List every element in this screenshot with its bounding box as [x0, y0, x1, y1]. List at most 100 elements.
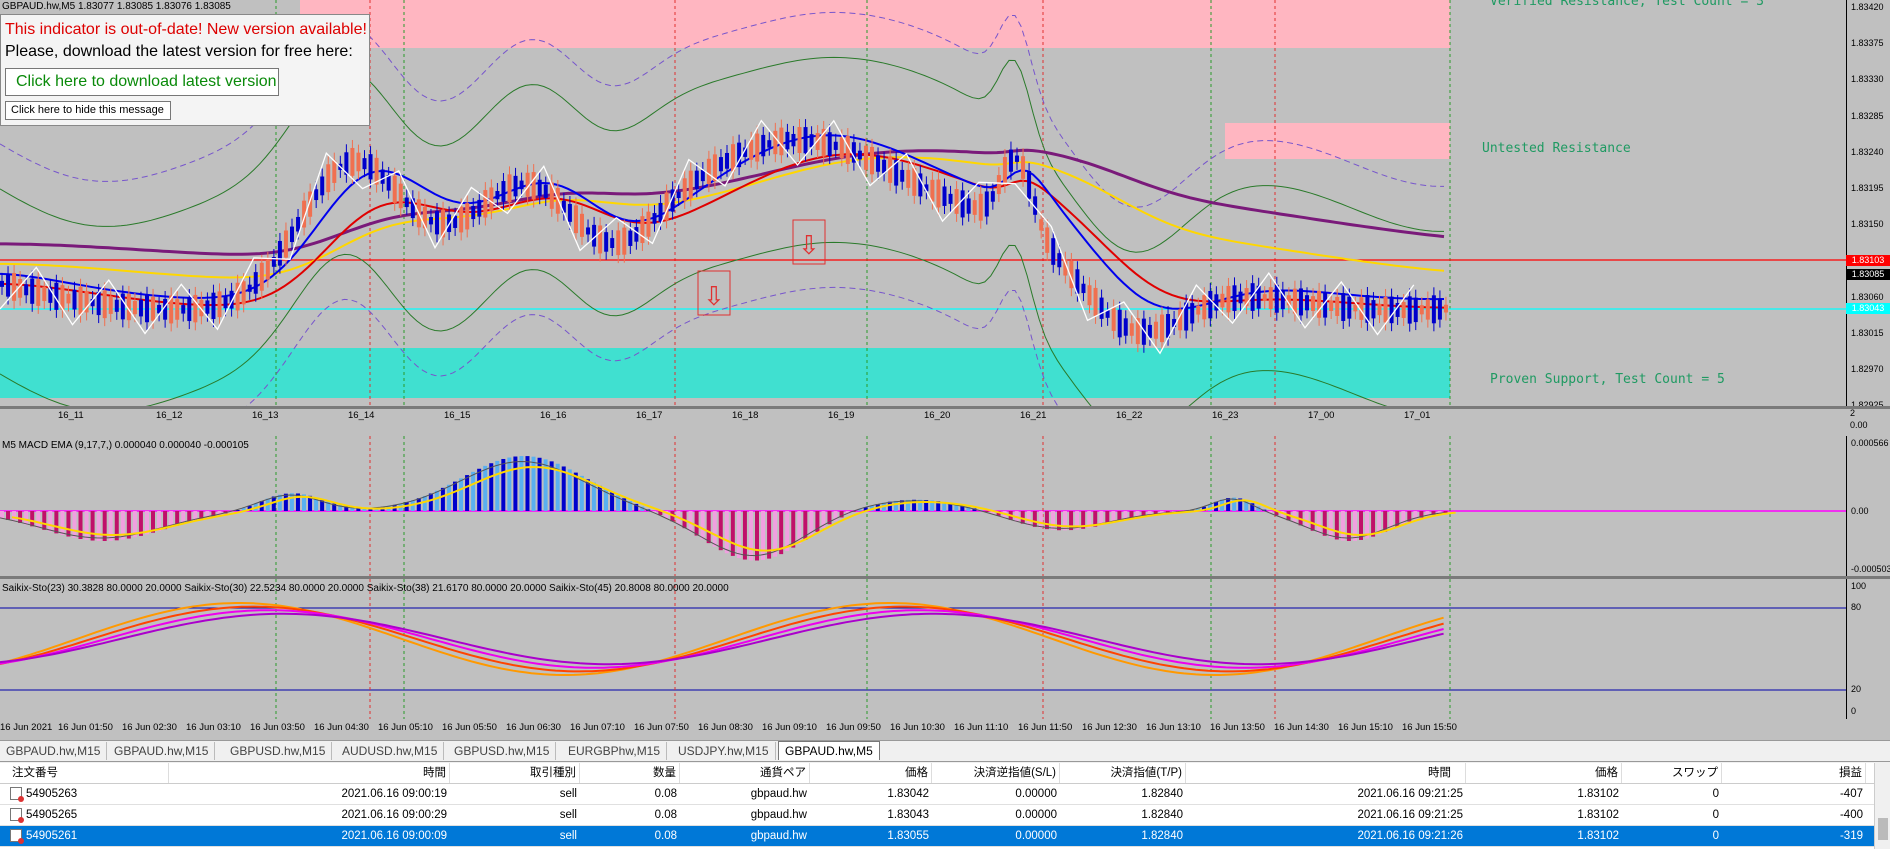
col-symbol[interactable]: 通貨ペア: [680, 763, 810, 783]
candle-body: [906, 169, 911, 188]
candle-body: [930, 179, 935, 202]
col-ticket[interactable]: 注文番号: [0, 763, 169, 783]
col-open-time[interactable]: 時間: [168, 763, 450, 783]
order-row[interactable]: 54905265 2021.06.16 09:00:29 sell 0.08 gbpau…: [0, 805, 1874, 826]
tab-chart-3[interactable]: GBPUSD.hw,M15: [224, 742, 333, 760]
cell-current-price: 1.83102: [1577, 830, 1619, 842]
macd-histogram-bar: [78, 511, 83, 539]
candle-body: [882, 159, 887, 174]
macd-histogram-bar: [525, 456, 530, 511]
candle-body: [36, 279, 41, 306]
cell-type: sell: [559, 809, 577, 821]
macd-histogram-bar: [30, 511, 35, 527]
macd-histogram-bar: [362, 507, 367, 511]
order-ticket-icon: [10, 808, 24, 824]
chart-window[interactable]: ⇩ ⇩ 1.83420 1.83375 1.83330 1.83285 1.83240 1.…: [0, 0, 1890, 740]
macd-line: [0, 460, 1444, 557]
download-button[interactable]: Click here to download latest version: [5, 68, 279, 96]
candle-body: [314, 189, 319, 201]
candle-body: [894, 159, 899, 186]
macd-histogram-bar: [1123, 511, 1128, 520]
time-axis-label: 16 Jun 03:10: [186, 722, 241, 733]
pane-separator[interactable]: [0, 406, 1890, 409]
orders-scroll-thumb[interactable]: [1878, 818, 1888, 840]
col-price[interactable]: 価格: [810, 763, 932, 783]
stoch-label: Saikix-Sto(23) 30.3828 80.0000 20.0000 S…: [2, 583, 729, 594]
tab-chart-1[interactable]: GBPAUD.hw,M15: [0, 742, 108, 760]
order-row[interactable]: 54905263 2021.06.16 09:00:19 sell 0.08 gbpau…: [0, 784, 1874, 805]
candle-body: [1298, 288, 1303, 316]
candle-body: [96, 291, 101, 316]
price-pane[interactable]: ⇩ ⇩: [0, 0, 1846, 406]
candle-body: [990, 191, 995, 202]
session-axis-label: 16_23: [1212, 410, 1239, 421]
orders-scrollbar[interactable]: [1874, 763, 1890, 849]
session-axis-label: 16_20: [924, 410, 951, 421]
cell-close-time: 2021.06.16 09:21:26: [1357, 830, 1463, 842]
col-tp[interactable]: 決済指値(T/P): [1060, 763, 1186, 783]
candle-body: [1039, 219, 1044, 231]
time-axis-label: 16 Jun 04:30: [314, 722, 369, 733]
col-swap[interactable]: スワップ: [1622, 763, 1722, 783]
col-close-time[interactable]: 時間: [1186, 763, 1466, 783]
tab-chart-active[interactable]: GBPAUD.hw,M5: [778, 741, 880, 760]
candle-body: [277, 240, 282, 266]
candle-body: [410, 198, 415, 219]
col-type[interactable]: 取引種別: [450, 763, 580, 783]
col-sl[interactable]: 決済逆指値(S/L): [932, 763, 1060, 783]
candle-body: [326, 164, 331, 193]
macd-histogram-bar: [1425, 511, 1430, 517]
candle-body: [845, 136, 850, 165]
candle-body: [984, 191, 989, 217]
candle-body: [725, 152, 729, 169]
session-axis-label: 16_19: [828, 410, 855, 421]
candle-body: [900, 169, 905, 182]
candle-body: [592, 224, 597, 247]
macd-histogram-bar: [459, 478, 464, 511]
candle-body: [157, 304, 162, 314]
candle-body: [1051, 238, 1056, 265]
macd-histogram-bar: [241, 507, 246, 511]
tab-chart-6[interactable]: EURGBPhw,M15: [562, 742, 668, 760]
candle-body: [151, 296, 156, 321]
candle-body: [1311, 296, 1316, 311]
candle-body: [489, 187, 494, 212]
stoch-pane[interactable]: [0, 579, 1846, 719]
time-axis-label: 16 Jun 07:50: [634, 722, 689, 733]
tab-chart-4[interactable]: AUDUSD.hw,M15: [336, 742, 445, 760]
col-current-price[interactable]: 価格: [1466, 763, 1622, 783]
candle-body: [821, 128, 826, 157]
candle-body: [223, 296, 228, 309]
cell-close-time: 2021.06.16 09:21:25: [1357, 788, 1463, 800]
macd-histogram-bar: [163, 511, 168, 530]
macd-histogram-bar: [314, 497, 319, 511]
candle-body: [773, 130, 778, 155]
macd-histogram-bar: [120, 511, 125, 540]
tab-chart-5[interactable]: GBPUSD.hw,M15: [448, 742, 557, 760]
tab-chart-2[interactable]: GBPAUD.hw,M15: [108, 742, 216, 760]
macd-histogram-bar: [157, 511, 162, 531]
hide-message-button[interactable]: Click here to hide this message: [5, 101, 171, 120]
candle-body: [1437, 298, 1442, 320]
macd-histogram-bar: [785, 511, 790, 552]
macd-histogram-bar: [634, 503, 639, 511]
macd-scale: 0.000566 0.00 -0.000503: [1846, 436, 1890, 576]
macd-histogram-bar: [271, 496, 276, 511]
tab-chart-7[interactable]: USDJPY.hw,M15: [672, 742, 776, 760]
candle-body: [120, 293, 125, 320]
macd-histogram-bar: [1099, 511, 1104, 526]
macd-pane[interactable]: [0, 436, 1846, 576]
macd-histogram-bar: [694, 511, 699, 536]
price-scale-label: 1.83195: [1851, 183, 1884, 193]
candle-body: [543, 184, 548, 199]
zigzag-line: [0, 119, 1415, 355]
order-row[interactable]: 54905261 2021.06.16 09:00:09 sell 0.08 gbpau…: [0, 826, 1874, 847]
pane-separator[interactable]: [0, 576, 1890, 579]
col-profit[interactable]: 損益: [1722, 763, 1866, 783]
candle-body: [1286, 295, 1291, 306]
candle-body: [229, 290, 234, 309]
price-scale-label: 1.83240: [1851, 146, 1884, 157]
bollinger-upper: [0, 56, 1444, 253]
macd-histogram-bar: [126, 511, 131, 539]
col-volume[interactable]: 数量: [580, 763, 680, 783]
